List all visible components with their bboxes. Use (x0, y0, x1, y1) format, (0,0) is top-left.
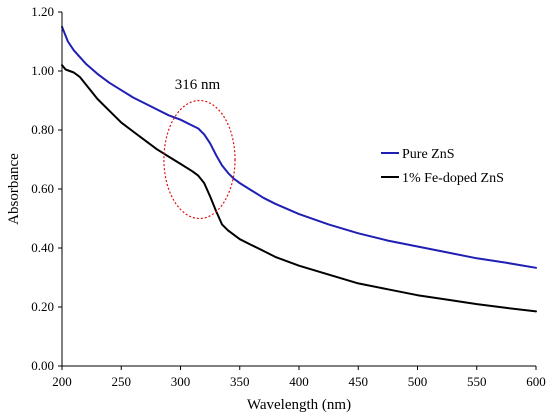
series-line-fe-doped-zns (61, 64, 537, 313)
x-tick-label: 400 (289, 374, 309, 389)
legend-label: 1% Fe-doped ZnS (402, 171, 504, 186)
x-tick-label: 550 (467, 374, 487, 389)
legend-label: Pure ZnS (402, 147, 455, 162)
y-tick-label: 0.60 (31, 181, 54, 196)
x-tick-label: 450 (349, 374, 369, 389)
legend: Pure ZnS 1% Fe-doped ZnS (381, 147, 504, 186)
highlight-ellipse (163, 99, 236, 220)
y-tick-label: 1.20 (31, 4, 54, 19)
x-tick-label: 600 (526, 374, 546, 389)
y-tick-label: 0.80 (31, 122, 54, 137)
series-line-pure-zns (61, 25, 537, 269)
y-tick-label: 0.00 (31, 358, 54, 373)
x-axis-title: Wavelength (nm) (247, 397, 351, 413)
y-tick-label: 1.00 (31, 63, 54, 78)
y-tick-label: 0.20 (31, 299, 54, 314)
x-tick-label: 300 (171, 374, 191, 389)
plot-area (61, 25, 537, 313)
x-tick-label: 500 (408, 374, 428, 389)
y-tick-label: 0.40 (31, 240, 54, 255)
x-tick-label: 350 (230, 374, 250, 389)
axes: 0.00 0.20 0.40 0.60 0.80 1.00 1.20 200 250 300 350… (31, 4, 546, 389)
annotation: 316 nm (163, 77, 236, 220)
y-axis-title: Absorbance (6, 153, 22, 225)
x-tick-label: 200 (52, 374, 72, 389)
x-tick-label: 250 (112, 374, 132, 389)
annotation-label: 316 nm (175, 77, 221, 93)
